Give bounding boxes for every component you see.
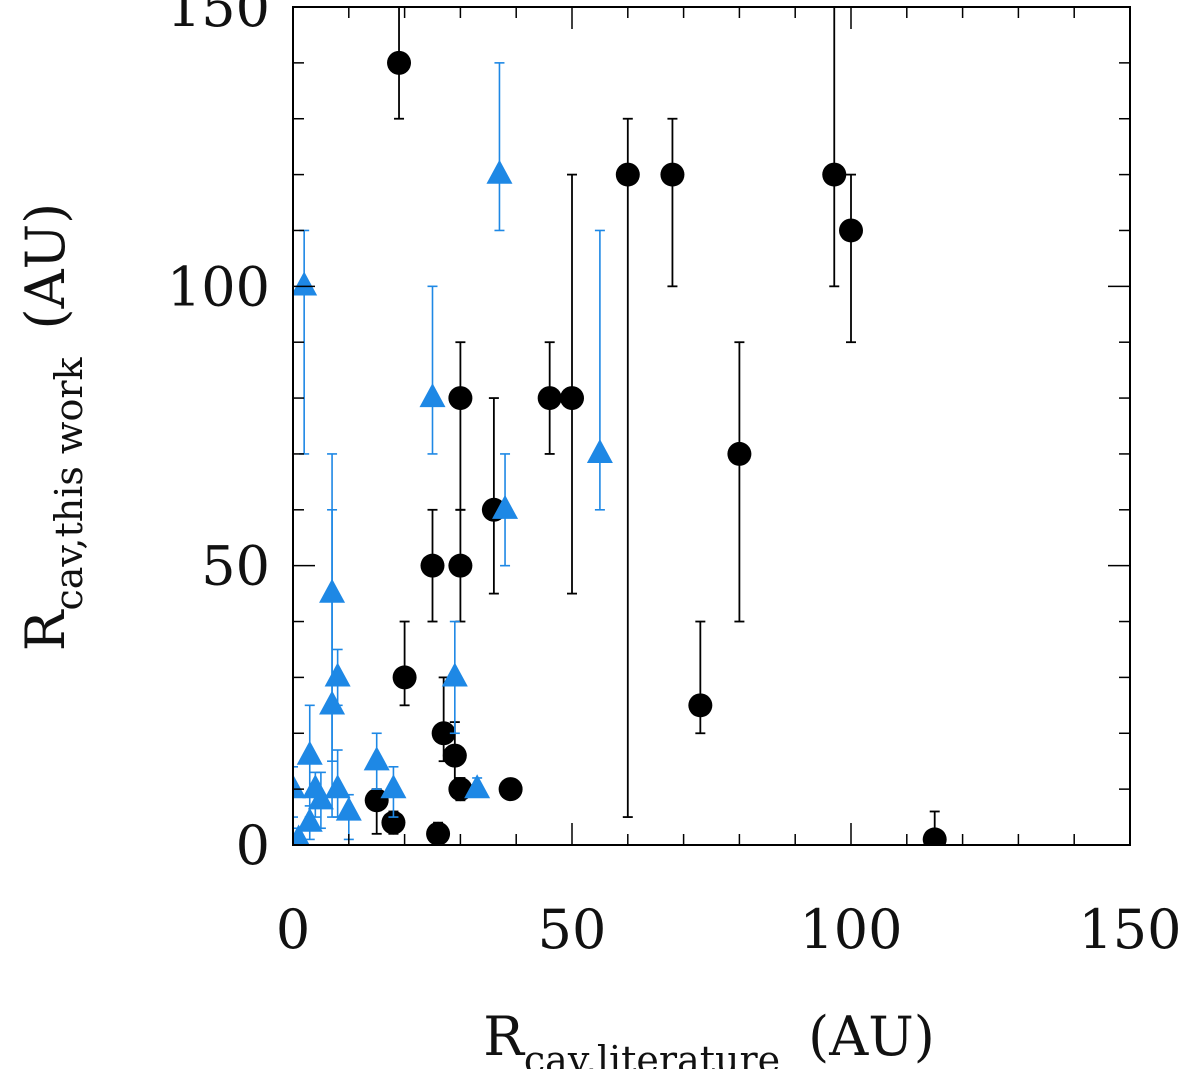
data-point-triangle <box>296 807 323 832</box>
data-point-circle <box>381 810 406 835</box>
data-point-circle <box>431 721 456 746</box>
data-point-circle <box>426 821 451 845</box>
data-point-circle <box>448 553 473 578</box>
data-point-circle <box>392 665 417 690</box>
x-axis-title-unit: (AU) <box>808 1005 935 1068</box>
data-point-circle <box>727 441 752 466</box>
y-axis-title-sub: cav,this work <box>47 357 91 611</box>
plot-content <box>293 7 947 845</box>
data-point-circle <box>615 162 640 187</box>
data-point-triangle <box>293 824 310 845</box>
data-point-triangle <box>296 740 323 765</box>
data-point-triangle <box>293 271 318 296</box>
data-point-triangle <box>293 774 306 799</box>
y-axis-title: Rcav,this work (AU) <box>14 203 91 651</box>
data-point-circle <box>498 777 523 802</box>
y-axis-title-unit: (AU) <box>14 203 77 330</box>
y-tick-label: 100 <box>167 255 270 318</box>
data-point-circle <box>660 162 685 187</box>
x-axis-title-main: R <box>483 1005 525 1068</box>
data-point-triangle <box>307 785 334 810</box>
data-point-triangle <box>486 159 513 184</box>
x-tick-label: 150 <box>1078 898 1181 961</box>
data-point-circle <box>822 162 847 187</box>
data-point-circle <box>537 386 562 411</box>
axis-ticks: 0 50 100 150 0 50 100 150 <box>167 0 1182 961</box>
y-tick-label: 0 <box>236 814 270 877</box>
y-tick-label: 50 <box>201 535 270 598</box>
data-point-triangle <box>324 662 351 687</box>
data-point-triangle <box>492 494 519 519</box>
data-point-triangle <box>586 439 613 464</box>
data-point-triangle <box>464 774 491 799</box>
data-point-circle <box>560 386 584 411</box>
data-point-triangle <box>380 774 407 799</box>
data-point-circle <box>387 50 412 75</box>
y-tick-label: 150 <box>167 0 270 39</box>
data-point-triangle <box>324 774 351 799</box>
data-point-circle <box>442 743 467 768</box>
data-point-circle <box>922 827 947 845</box>
data-point-triangle <box>441 662 468 687</box>
data-point-circle <box>448 386 473 411</box>
x-tick-label: 50 <box>538 898 607 961</box>
x-axis-title: Rcav,literature (AU) <box>483 1005 935 1069</box>
x-tick-label: 100 <box>799 898 902 961</box>
data-point-triangle <box>335 796 362 821</box>
x-tick-label: 0 <box>276 898 310 961</box>
x-axis-title-sub: cav,literature <box>524 1038 780 1069</box>
data-point-circle <box>839 218 863 243</box>
data-point-triangle <box>363 746 390 771</box>
data-point-circle <box>420 553 445 578</box>
data-point-triangle <box>319 690 346 715</box>
data-point-triangle <box>419 383 446 408</box>
y-axis-title-main: R <box>14 609 77 651</box>
plot-frame <box>292 6 1131 846</box>
data-point-circle <box>688 693 713 718</box>
